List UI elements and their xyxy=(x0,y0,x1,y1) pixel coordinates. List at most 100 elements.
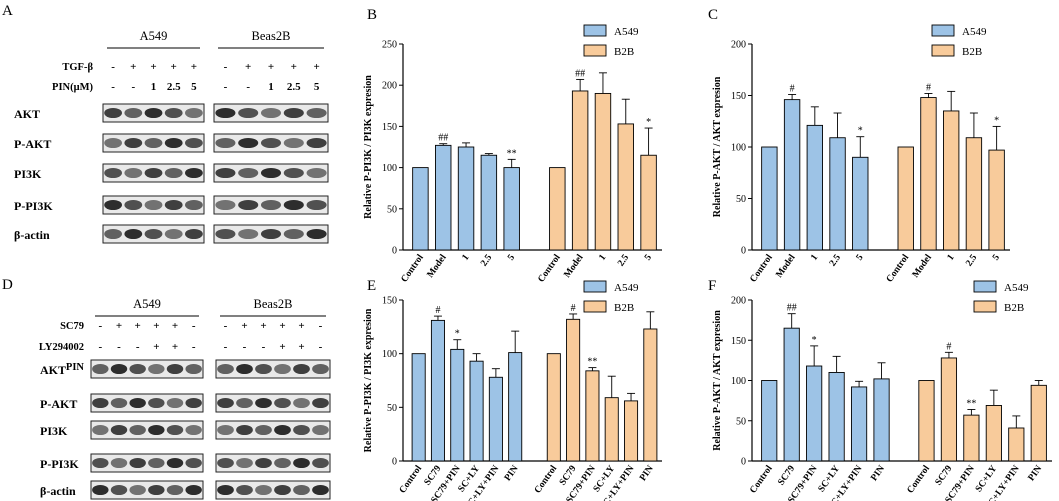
cell-line-label: Beas2B xyxy=(254,297,293,311)
bar xyxy=(604,397,619,462)
bar xyxy=(503,167,520,251)
blot-band xyxy=(129,484,146,496)
blot-band xyxy=(124,199,143,211)
y-tick-label: 100 xyxy=(731,376,746,387)
blot-band xyxy=(92,484,109,496)
bar xyxy=(508,352,523,462)
x-tick-label: Model xyxy=(563,253,586,280)
blot-band xyxy=(110,424,128,436)
significance-mark: # xyxy=(946,341,951,352)
lane-sign: - xyxy=(224,320,228,332)
blot-band xyxy=(185,484,202,496)
blot-band xyxy=(238,228,259,240)
significance-mark: ## xyxy=(575,68,585,79)
lane-sign: + xyxy=(153,341,159,353)
protein-label: PI3K xyxy=(14,167,42,181)
blot-band xyxy=(164,137,183,149)
blot-band xyxy=(185,228,203,240)
blot-band xyxy=(104,107,122,119)
blot-band xyxy=(255,484,272,496)
blot-band xyxy=(215,137,236,149)
lane-sign: + xyxy=(130,61,136,73)
chart-panel-f: 0 50 100 150 200 Relative P-AKT / AKT expresi… xyxy=(712,280,1052,501)
blot-band xyxy=(124,167,143,179)
blot-band xyxy=(104,228,122,240)
blot-band xyxy=(92,363,109,375)
bar xyxy=(806,365,823,462)
y-axis-label: Relative P-AKT / AKT expresion xyxy=(712,310,723,451)
panel-letter-b: B xyxy=(367,7,377,23)
blot-band xyxy=(293,363,310,375)
x-tick-label: SC79 xyxy=(934,464,955,488)
protein-label: AKT xyxy=(40,363,66,377)
blot-band xyxy=(217,363,234,375)
blot-band xyxy=(260,137,282,149)
lane-sign: - xyxy=(192,320,196,332)
lane-sign: - xyxy=(246,81,250,93)
blot-band xyxy=(92,397,109,409)
bar xyxy=(546,353,561,462)
lane-sign: - xyxy=(224,81,228,93)
x-tick-label: 1 xyxy=(946,253,957,263)
blot-band xyxy=(185,199,203,211)
lane-sign: + xyxy=(241,320,247,332)
x-tick-label: 2.5 xyxy=(964,253,979,269)
x-tick-label: Control xyxy=(906,464,932,496)
protein-label: AKT xyxy=(14,107,40,121)
significance-mark: * xyxy=(646,117,651,128)
blot-band xyxy=(104,167,122,179)
lane-sign: + xyxy=(298,320,304,332)
lane-sign: 5 xyxy=(314,81,320,93)
x-tick-label: 1 xyxy=(597,253,608,263)
y-tick-label: 200 xyxy=(731,296,746,307)
x-tick-label: Control xyxy=(748,464,774,496)
blot-band xyxy=(293,484,310,496)
lane-sign: - xyxy=(319,320,323,332)
blot-band xyxy=(166,484,184,496)
blot-band xyxy=(148,484,165,496)
blot-band xyxy=(260,228,282,240)
bar xyxy=(1030,384,1047,462)
lane-sign: + xyxy=(298,341,304,353)
cell-line-label: Beas2B xyxy=(252,29,291,43)
lane-sign: + xyxy=(245,61,251,73)
blot-band xyxy=(306,107,327,119)
bar xyxy=(940,357,958,462)
blot-band xyxy=(274,457,291,469)
y-tick-label: 50 xyxy=(736,416,746,427)
blot-band xyxy=(283,199,304,211)
bar xyxy=(549,167,566,251)
x-tick-label: 5 xyxy=(855,253,866,263)
bar xyxy=(963,414,980,462)
blot-band xyxy=(217,457,234,469)
blot-band xyxy=(148,457,165,469)
significance-mark: ## xyxy=(787,303,797,314)
blot-band xyxy=(260,199,282,211)
x-tick-label: Control xyxy=(400,253,426,285)
panel-letter-f: F xyxy=(708,278,716,294)
bar xyxy=(585,370,600,462)
lane-sign: - xyxy=(98,341,102,353)
blot-band xyxy=(283,107,304,119)
lane-sign: 1 xyxy=(268,81,274,93)
x-tick-label: 1 xyxy=(461,253,472,263)
blot-band xyxy=(312,363,329,375)
blot-band xyxy=(312,484,329,496)
x-tick-label: Model xyxy=(775,253,798,280)
y-tick-label: 150 xyxy=(731,336,746,347)
lane-sign: + xyxy=(279,320,285,332)
y-tick-label: 150 xyxy=(382,122,397,133)
protein-label: β-actin xyxy=(14,228,50,242)
chart-panel-b: 0 50 100 150 200 250 Relative P-PI3K / PI3K ex… xyxy=(363,24,662,285)
x-tick-label: 5 xyxy=(643,253,654,263)
blot-band xyxy=(217,397,234,409)
legend-label: A549 xyxy=(614,26,639,38)
lane-sign: + xyxy=(135,320,141,332)
lane-sign: + xyxy=(268,61,274,73)
blot-band xyxy=(236,484,253,496)
lane-sign: 2.5 xyxy=(167,81,181,93)
blot-band xyxy=(283,167,304,179)
blot-band xyxy=(166,457,184,469)
blot-band xyxy=(306,137,327,149)
legend-swatch xyxy=(583,44,607,57)
